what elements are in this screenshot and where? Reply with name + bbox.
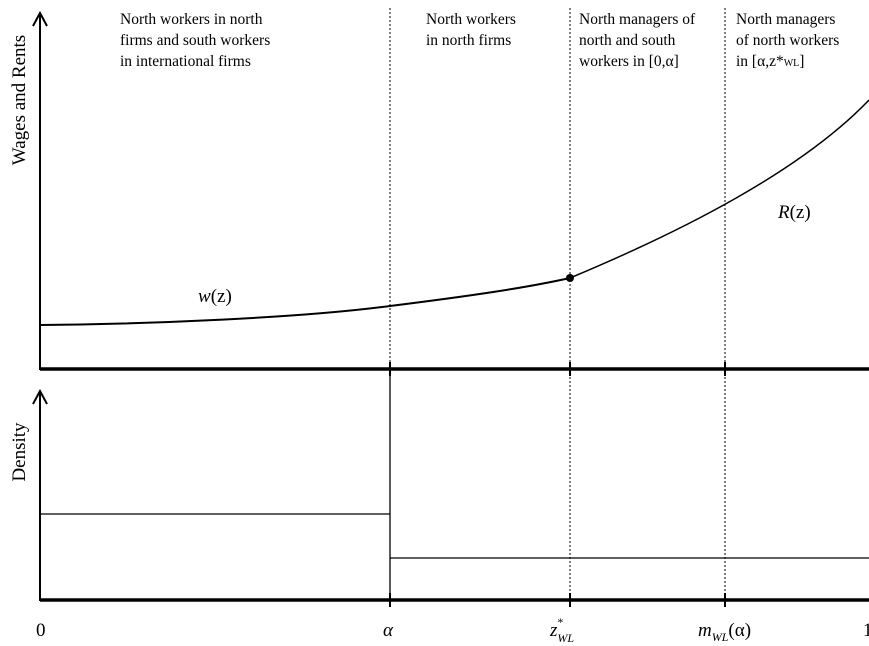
x-tick-labels: 0 α z* WL mWL(α) 1: [36, 615, 869, 645]
bottom-y-axis-arrow-icon: [32, 388, 48, 405]
top-y-axis-label: Wages and Rents: [9, 35, 30, 165]
bottom-panel: Density: [9, 369, 869, 607]
x-tick-one: 1: [863, 620, 869, 641]
region-label-4: North managers of north workers in [α,z*…: [736, 11, 843, 70]
region-label-3: North managers of north and south worker…: [579, 11, 699, 70]
wage-curve: [39, 277, 571, 326]
region-label-2: North workers in north firms: [426, 11, 520, 49]
x-tick-alpha: α: [383, 620, 394, 641]
x-tick-m: mWL(α): [698, 620, 751, 644]
rent-curve-label: R(z): [777, 202, 811, 223]
wage-curve-label: w(z): [198, 286, 232, 307]
x-tick-zstar: z* WL: [549, 615, 574, 645]
x-tick-zero: 0: [36, 620, 46, 641]
bottom-y-axis-label: Density: [9, 422, 30, 482]
top-panel: Wages and Rents North workers in north f…: [9, 8, 869, 376]
intersection-point: [566, 274, 574, 282]
region-label-1: North workers in north firms and south w…: [120, 11, 274, 70]
top-y-axis-arrow-icon: [32, 10, 48, 27]
rent-curve: [569, 99, 869, 279]
